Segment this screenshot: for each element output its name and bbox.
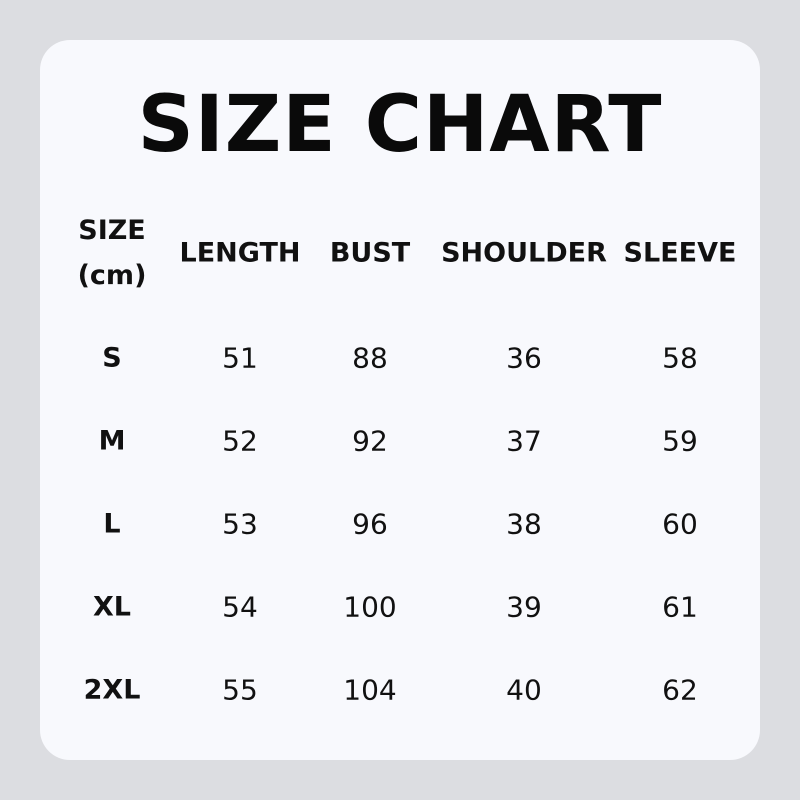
table-cell-bust: 96 <box>352 507 388 541</box>
table-cell-shoulder: 40 <box>506 673 542 707</box>
column-header-sleeve: SLEEVE <box>623 237 737 269</box>
size-header-label: SIZE <box>78 215 146 246</box>
row-size-label: S <box>102 342 122 374</box>
table-cell-length: 55 <box>222 673 258 707</box>
page-title: SIZE CHART <box>137 80 663 170</box>
table-cell-length: 51 <box>222 341 258 375</box>
size-header-unit: (cm) <box>77 260 147 291</box>
table-cell-sleeve: 61 <box>662 590 698 624</box>
table-cell-sleeve: 58 <box>662 341 698 375</box>
table-cell-sleeve: 59 <box>662 424 698 458</box>
table-cell-bust: 88 <box>352 341 388 375</box>
row-size-label: M <box>98 425 126 457</box>
row-size-label: 2XL <box>83 674 141 706</box>
column-header-shoulder: SHOULDER <box>441 237 607 269</box>
table-cell-bust: 104 <box>343 673 397 707</box>
size-chart-card <box>40 40 760 760</box>
table-cell-shoulder: 36 <box>506 341 542 375</box>
table-cell-shoulder: 39 <box>506 590 542 624</box>
table-cell-bust: 92 <box>352 424 388 458</box>
table-cell-shoulder: 37 <box>506 424 542 458</box>
row-size-label: XL <box>92 591 132 623</box>
row-size-label: L <box>103 508 121 540</box>
table-cell-sleeve: 60 <box>662 507 698 541</box>
table-cell-shoulder: 38 <box>506 507 542 541</box>
size-column-header: SIZE (cm) <box>78 208 147 298</box>
column-header-bust: BUST <box>329 237 411 269</box>
table-cell-length: 52 <box>222 424 258 458</box>
table-cell-length: 54 <box>222 590 258 624</box>
column-header-length: LENGTH <box>179 237 301 269</box>
table-cell-length: 53 <box>222 507 258 541</box>
table-cell-bust: 100 <box>343 590 397 624</box>
table-cell-sleeve: 62 <box>662 673 698 707</box>
